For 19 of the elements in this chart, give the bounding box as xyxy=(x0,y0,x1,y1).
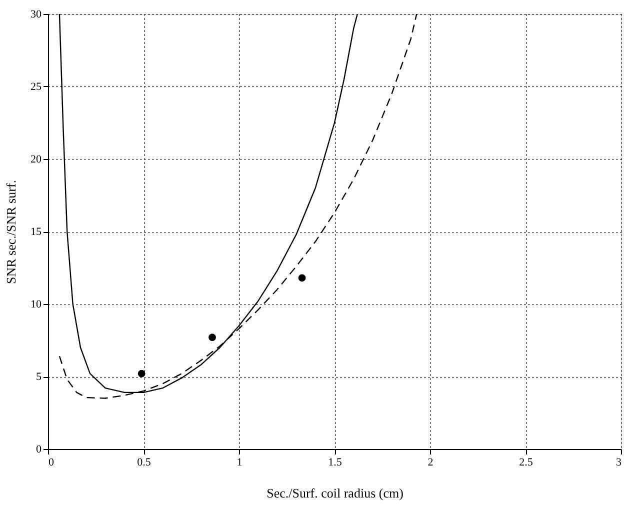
y-tick-label: 25 xyxy=(30,81,42,93)
x-axis-title: Sec./Surf. coil radius (cm) xyxy=(266,486,404,500)
x-tick-label: 0.5 xyxy=(137,456,152,468)
x-tick-label: 3 xyxy=(616,456,622,468)
x-tick-label: 1.5 xyxy=(328,456,342,468)
x-tick-label: 2.5 xyxy=(519,456,534,468)
x-tick-label: 1 xyxy=(236,456,242,468)
y-tick-label: 0 xyxy=(36,444,42,456)
point xyxy=(138,370,146,378)
y-tick-label: 5 xyxy=(36,371,42,383)
y-tick-label: 10 xyxy=(30,298,42,310)
y-tick-label: 15 xyxy=(30,226,42,238)
y-tick-label: 20 xyxy=(30,154,42,166)
point xyxy=(208,334,216,342)
y-tick-label: 30 xyxy=(30,8,42,20)
point xyxy=(298,274,306,282)
x-tick-label: 0 xyxy=(48,456,54,468)
y-axis-title: SNR sec./SNR surf. xyxy=(4,180,18,284)
x-tick-label: 2 xyxy=(428,456,434,468)
